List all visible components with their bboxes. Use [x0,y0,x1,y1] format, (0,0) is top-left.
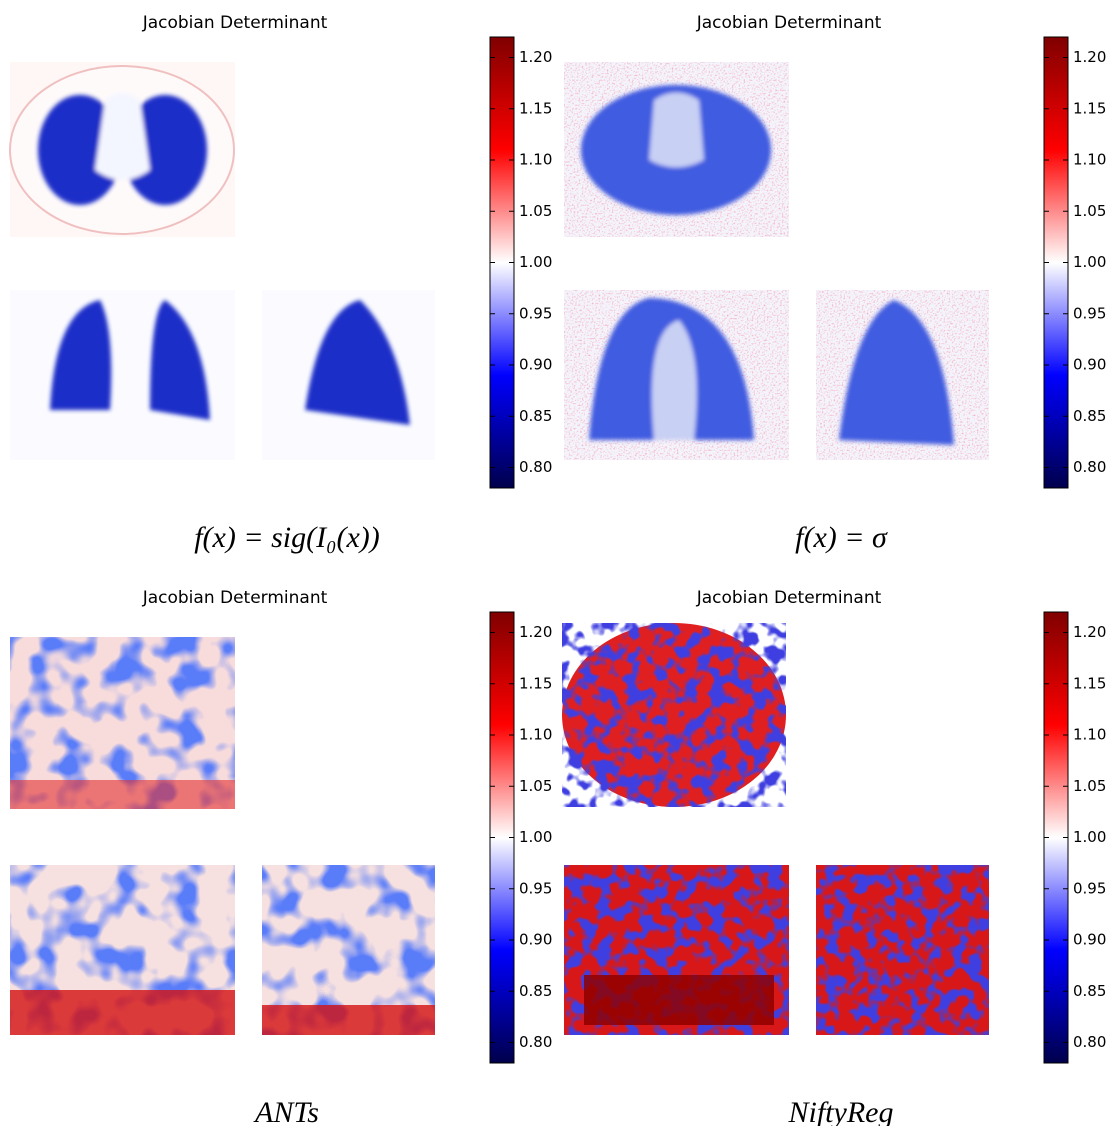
colorbar-tick-label: 0.85 [1073,982,1106,1000]
panel-title: Jacobian Determinant [142,588,328,608]
colorbar-tick-label: 1.05 [519,777,552,795]
colorbar-tick-label: 1.20 [1073,48,1106,66]
panel: Jacobian Determinant ANTs 0.80 0.85 0.90 0.95… [142,588,553,1126]
colorbar-tick-label: 1.00 [1073,828,1106,846]
panel: Jacobian Determinant f(x) = σ 0.80 0.85 0.90… [696,13,1107,554]
colorbar-tick-label: 0.95 [519,304,552,322]
colorbar-tick-label: 0.90 [1073,931,1106,949]
caption: f(x) = σ [795,521,888,554]
colorbar-tick-label: 1.00 [519,253,552,271]
colorbar-tick-label: 0.80 [1073,458,1106,476]
colorbar-tick-label: 1.15 [519,674,552,692]
colorbar-tick-label: 0.85 [1073,407,1106,425]
colorbar-tick-label: 0.90 [519,356,552,374]
colorbar-tick-label: 1.15 [519,99,552,117]
colorbar-tick-label: 0.90 [519,931,552,949]
panel: Jacobian Determinant f(x) = sig(I₀(x)) 0.8… [142,13,553,554]
colorbar-tick-label: 0.95 [1073,879,1106,897]
caption: ANTs [253,1096,319,1126]
colorbar-tick-label: 1.10 [519,726,552,744]
colorbar-tick-label: 1.15 [1073,99,1106,117]
colorbar-tick-label: 0.80 [1073,1033,1106,1051]
colorbar-tick-label: 1.05 [1073,777,1106,795]
caption: NiftyReg [788,1096,894,1126]
colorbar-tick-label: 0.95 [519,879,552,897]
panel-title: Jacobian Determinant [696,13,882,33]
colorbar-tick-label: 0.80 [519,1033,552,1051]
colorbar-tick-label: 1.05 [519,202,552,220]
panel-images [562,623,989,1035]
panel-title: Jacobian Determinant [142,13,328,33]
colorbar-tick-label: 1.15 [1073,674,1106,692]
colorbar-tick-label: 1.05 [1073,202,1106,220]
colorbar-tick-label: 1.00 [1073,253,1106,271]
colorbar-tick-label: 1.10 [1073,726,1106,744]
panel-images [10,637,435,1035]
colorbar-tick-label: 0.85 [519,407,552,425]
panel-images [564,62,989,460]
colorbar-tick-label: 1.20 [519,623,552,641]
colorbar-tick-label: 1.10 [519,151,552,169]
colorbar-tick-label: 0.90 [1073,356,1106,374]
colorbar-tick-label: 0.80 [519,458,552,476]
colorbar-tick-label: 1.10 [1073,151,1106,169]
panel-title: Jacobian Determinant [696,588,882,608]
caption: f(x) = sig(I₀(x)) [194,521,380,554]
panel: Jacobian Determinant NiftyReg 0.80 0.85 0.90… [696,588,1107,1126]
colorbar-tick-label: 1.20 [519,48,552,66]
colorbar-tick-label: 1.00 [519,828,552,846]
colorbar-tick-label: 0.95 [1073,304,1106,322]
panel-images [9,62,435,460]
colorbar-tick-label: 1.20 [1073,623,1106,641]
colorbar-tick-label: 0.85 [519,982,552,1000]
